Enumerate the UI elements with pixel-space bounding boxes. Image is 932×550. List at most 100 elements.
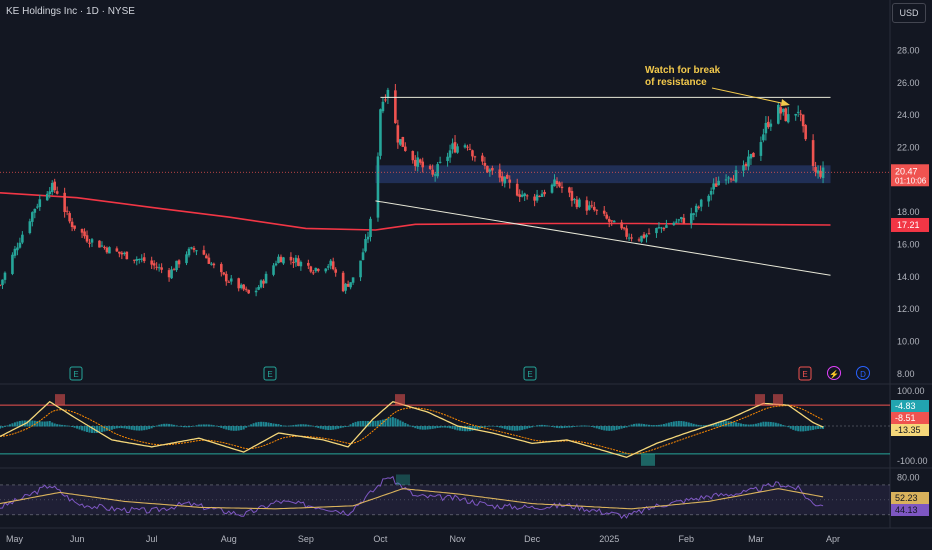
osc-histogram-bar (21, 420, 24, 427)
osc-histogram-bar (444, 426, 447, 428)
candle-body (0, 284, 2, 286)
candle-body (205, 255, 208, 259)
y-tick-label: 26.00 (897, 78, 920, 88)
candle-body (38, 199, 42, 207)
osc-histogram-bar (130, 426, 133, 430)
y-tick-label: 8.00 (897, 369, 915, 379)
osc-histogram-bar (568, 426, 571, 428)
osc-histogram-bar (744, 424, 747, 427)
candle-body (307, 262, 310, 266)
candle-body (570, 191, 574, 201)
event-marker-label: D (860, 370, 866, 379)
osc-histogram-bar (212, 425, 215, 427)
candle-body (769, 123, 773, 127)
osc-histogram-bar (501, 426, 504, 429)
candle-body (83, 231, 86, 237)
osc-histogram-bar (672, 421, 675, 427)
candle-body (759, 142, 763, 156)
candle-body (70, 221, 74, 228)
candle-body (622, 227, 626, 229)
osc-histogram-bar (575, 426, 578, 427)
rsi-tick-label: 80.00 (897, 472, 920, 482)
x-tick-label: Aug (221, 534, 237, 544)
candle-body (697, 206, 701, 208)
support-trend-line (375, 200, 831, 276)
osc-histogram-bar (610, 426, 613, 431)
candle-body (309, 266, 313, 272)
candle-body (518, 194, 521, 197)
candle-body (505, 174, 509, 179)
y-tick-label: 18.00 (897, 207, 920, 217)
candle-body (799, 113, 802, 115)
osc-histogram-bar (185, 426, 188, 428)
x-tick-label: Dec (524, 534, 541, 544)
candle-body (170, 269, 173, 279)
candle-body (404, 146, 407, 151)
osc-histogram-bar (585, 425, 588, 427)
osc-histogram-bar (168, 423, 171, 427)
candle-body (55, 191, 59, 194)
osc-histogram-bar (66, 425, 69, 427)
candle-body (73, 225, 76, 229)
support-zone (375, 165, 831, 184)
osc-histogram-bar (722, 421, 725, 427)
osc-histogram-bar (279, 424, 282, 427)
candle-body (35, 206, 39, 208)
osc-histogram-bar (287, 425, 290, 427)
osc-histogram-bar (548, 425, 551, 427)
candle-body (665, 225, 668, 228)
osc-histogram-bar (344, 426, 347, 428)
osc-histogram-bar (543, 425, 546, 427)
y-tick-label: 28.00 (897, 46, 920, 56)
osc-histogram-bar (456, 426, 459, 431)
candle-body (555, 180, 559, 185)
x-tick-label: Apr (826, 534, 840, 544)
countdown-label: 01:10:06 (895, 176, 927, 185)
candle-body (573, 199, 576, 201)
osc-histogram-bar (163, 423, 166, 427)
candle-body (247, 289, 250, 294)
osc-histogram-bar (481, 426, 484, 428)
osc-histogram-bar (486, 426, 489, 427)
osc-histogram-bar (767, 421, 770, 427)
candle-body (637, 239, 641, 241)
currency-button[interactable]: USD (892, 3, 926, 23)
osc-histogram-bar (170, 424, 173, 427)
osc-histogram-bar (533, 425, 536, 427)
candle-body (366, 236, 370, 240)
osc-histogram-bar (33, 420, 36, 427)
osc-histogram-bar (546, 425, 549, 427)
candle-body (227, 281, 231, 283)
osc-histogram-bar (799, 426, 802, 432)
osc-histogram-bar (526, 426, 529, 429)
osc-histogram-bar (155, 425, 158, 427)
osc-histogram-bar (692, 423, 695, 427)
candle-body (438, 161, 442, 163)
candle-body (202, 250, 206, 255)
candle-body (314, 267, 318, 272)
osc-histogram-bar (583, 425, 586, 427)
osc-histogram-bar (720, 421, 723, 427)
osc-value-badge (891, 400, 929, 412)
candle-body (185, 254, 188, 264)
osc-histogram-bar (647, 424, 650, 427)
rsi-overbought-fill (396, 474, 410, 485)
osc-histogram-bar (655, 425, 658, 427)
osc-histogram-bar (541, 424, 544, 427)
candle-body (222, 272, 226, 275)
candle-body (811, 140, 815, 166)
osc-histogram-bar (528, 426, 531, 428)
osc-histogram-bar (379, 420, 382, 427)
candle-body (764, 122, 768, 134)
osc-histogram-bar (230, 426, 233, 431)
candle-body (326, 266, 330, 268)
osc-histogram-bar (242, 426, 245, 430)
earnings-icon (798, 366, 812, 381)
candle-body (592, 206, 596, 210)
candle-body (744, 163, 748, 167)
candle-body (108, 247, 111, 254)
candle-body (662, 227, 666, 230)
candle-body (212, 263, 216, 266)
candle-body (80, 228, 84, 233)
